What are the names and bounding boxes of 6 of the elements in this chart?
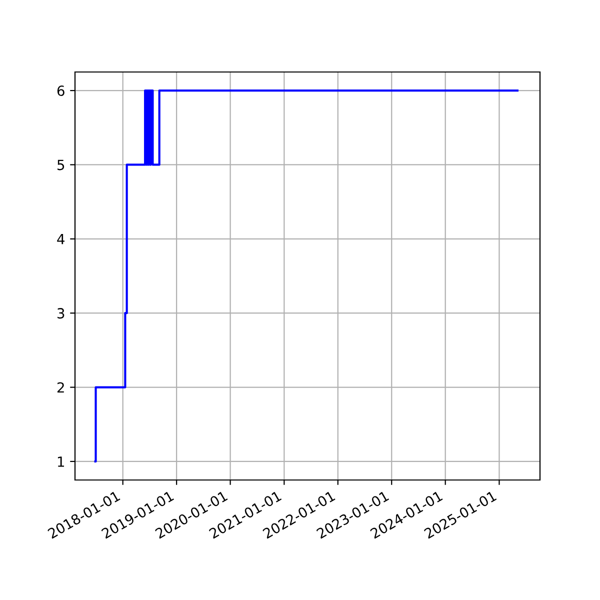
y-tick-label: 2: [57, 382, 64, 393]
y-tick-label: 3: [58, 308, 64, 319]
y-tick-label: 5: [58, 160, 64, 170]
y-tick-label: 4: [57, 234, 64, 244]
y-tick-label: 6: [57, 86, 64, 96]
y-tick-label: 1: [58, 456, 64, 467]
